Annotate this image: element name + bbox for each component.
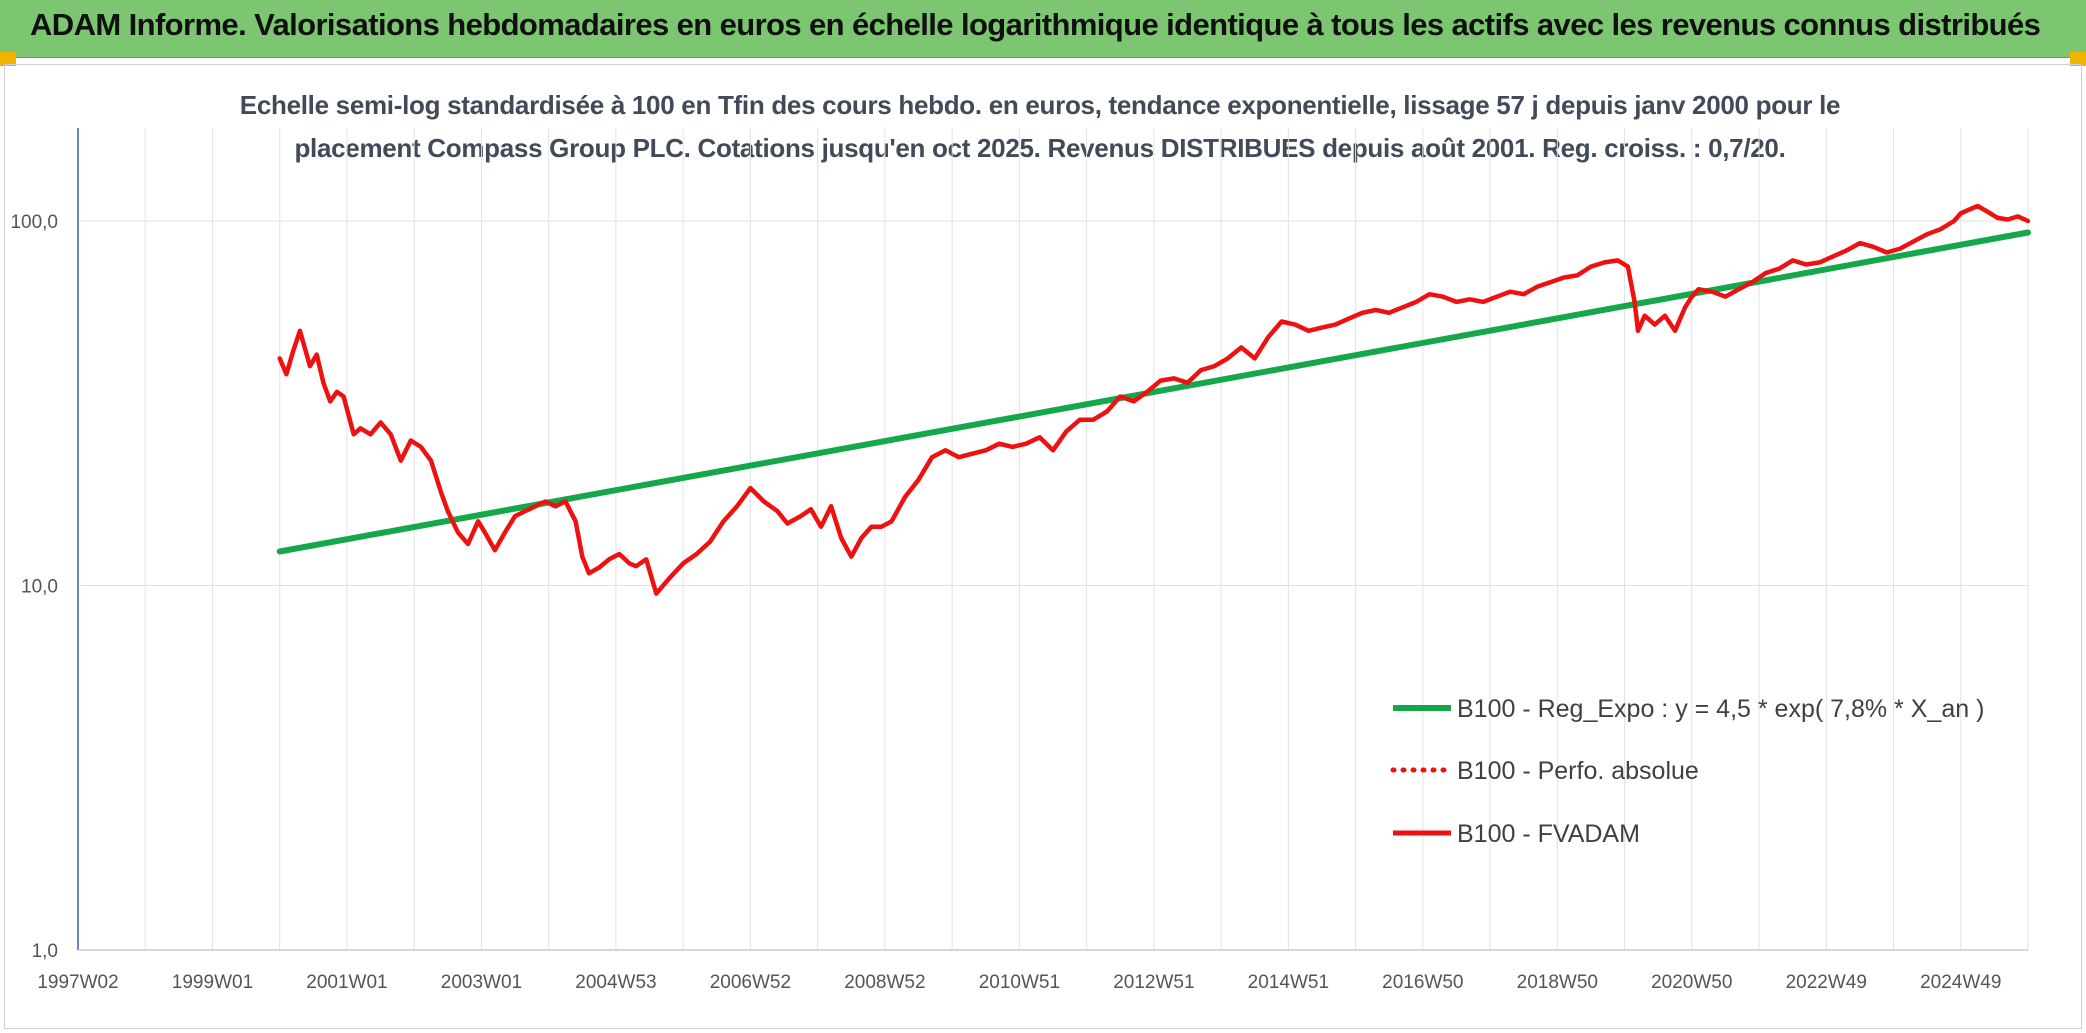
report-title: ADAM Informe. Valorisations hebdomadaire… (30, 7, 2041, 42)
x-tick-label: 2006W52 (710, 972, 791, 993)
chart-subtitle-line2: placement Compass Group PLC. Cotations j… (294, 133, 1786, 163)
legend-label: B100 - Perfo. absolue (1457, 757, 1699, 785)
x-tick-label: 2024W49 (1920, 972, 2001, 993)
x-tick-label: 2008W52 (844, 972, 925, 993)
x-tick-label: 2012W51 (1113, 972, 1194, 993)
x-tick-label: 2020W50 (1651, 972, 1732, 993)
y-tick-label: 1,0 (32, 941, 58, 962)
chart-frame (4, 64, 2082, 1029)
x-tick-label: 2003W01 (441, 972, 522, 993)
y-tick-label: 10,0 (21, 577, 58, 598)
chart-subtitle-line1: Echelle semi-log standardisée à 100 en T… (239, 90, 1841, 120)
y-tick-label: 100,0 (10, 212, 58, 233)
x-tick-label: 2014W51 (1248, 972, 1329, 993)
corner-marker-left (0, 52, 16, 66)
x-tick-label: 2018W50 (1517, 972, 1598, 993)
x-tick-label: 2016W50 (1382, 972, 1463, 993)
x-tick-label: 1997W02 (37, 972, 118, 993)
corner-marker-right (2070, 52, 2086, 66)
x-tick-label: 2022W49 (1786, 972, 1867, 993)
legend-label: B100 - FVADAM (1457, 820, 1640, 848)
series-fvadam-line (277, 203, 2031, 596)
x-tick-label: 1999W01 (172, 972, 253, 993)
x-tick-label: 2010W51 (979, 972, 1060, 993)
x-tick-label: 2001W01 (306, 972, 387, 993)
series-regression-line (276, 229, 2031, 555)
legend-label: B100 - Reg_Expo : y = 4,5 * exp( 7,8% * … (1457, 695, 1984, 723)
report-banner: ADAM Informe. Valorisations hebdomadaire… (0, 0, 2086, 58)
x-tick-label: 2004W53 (575, 972, 656, 993)
